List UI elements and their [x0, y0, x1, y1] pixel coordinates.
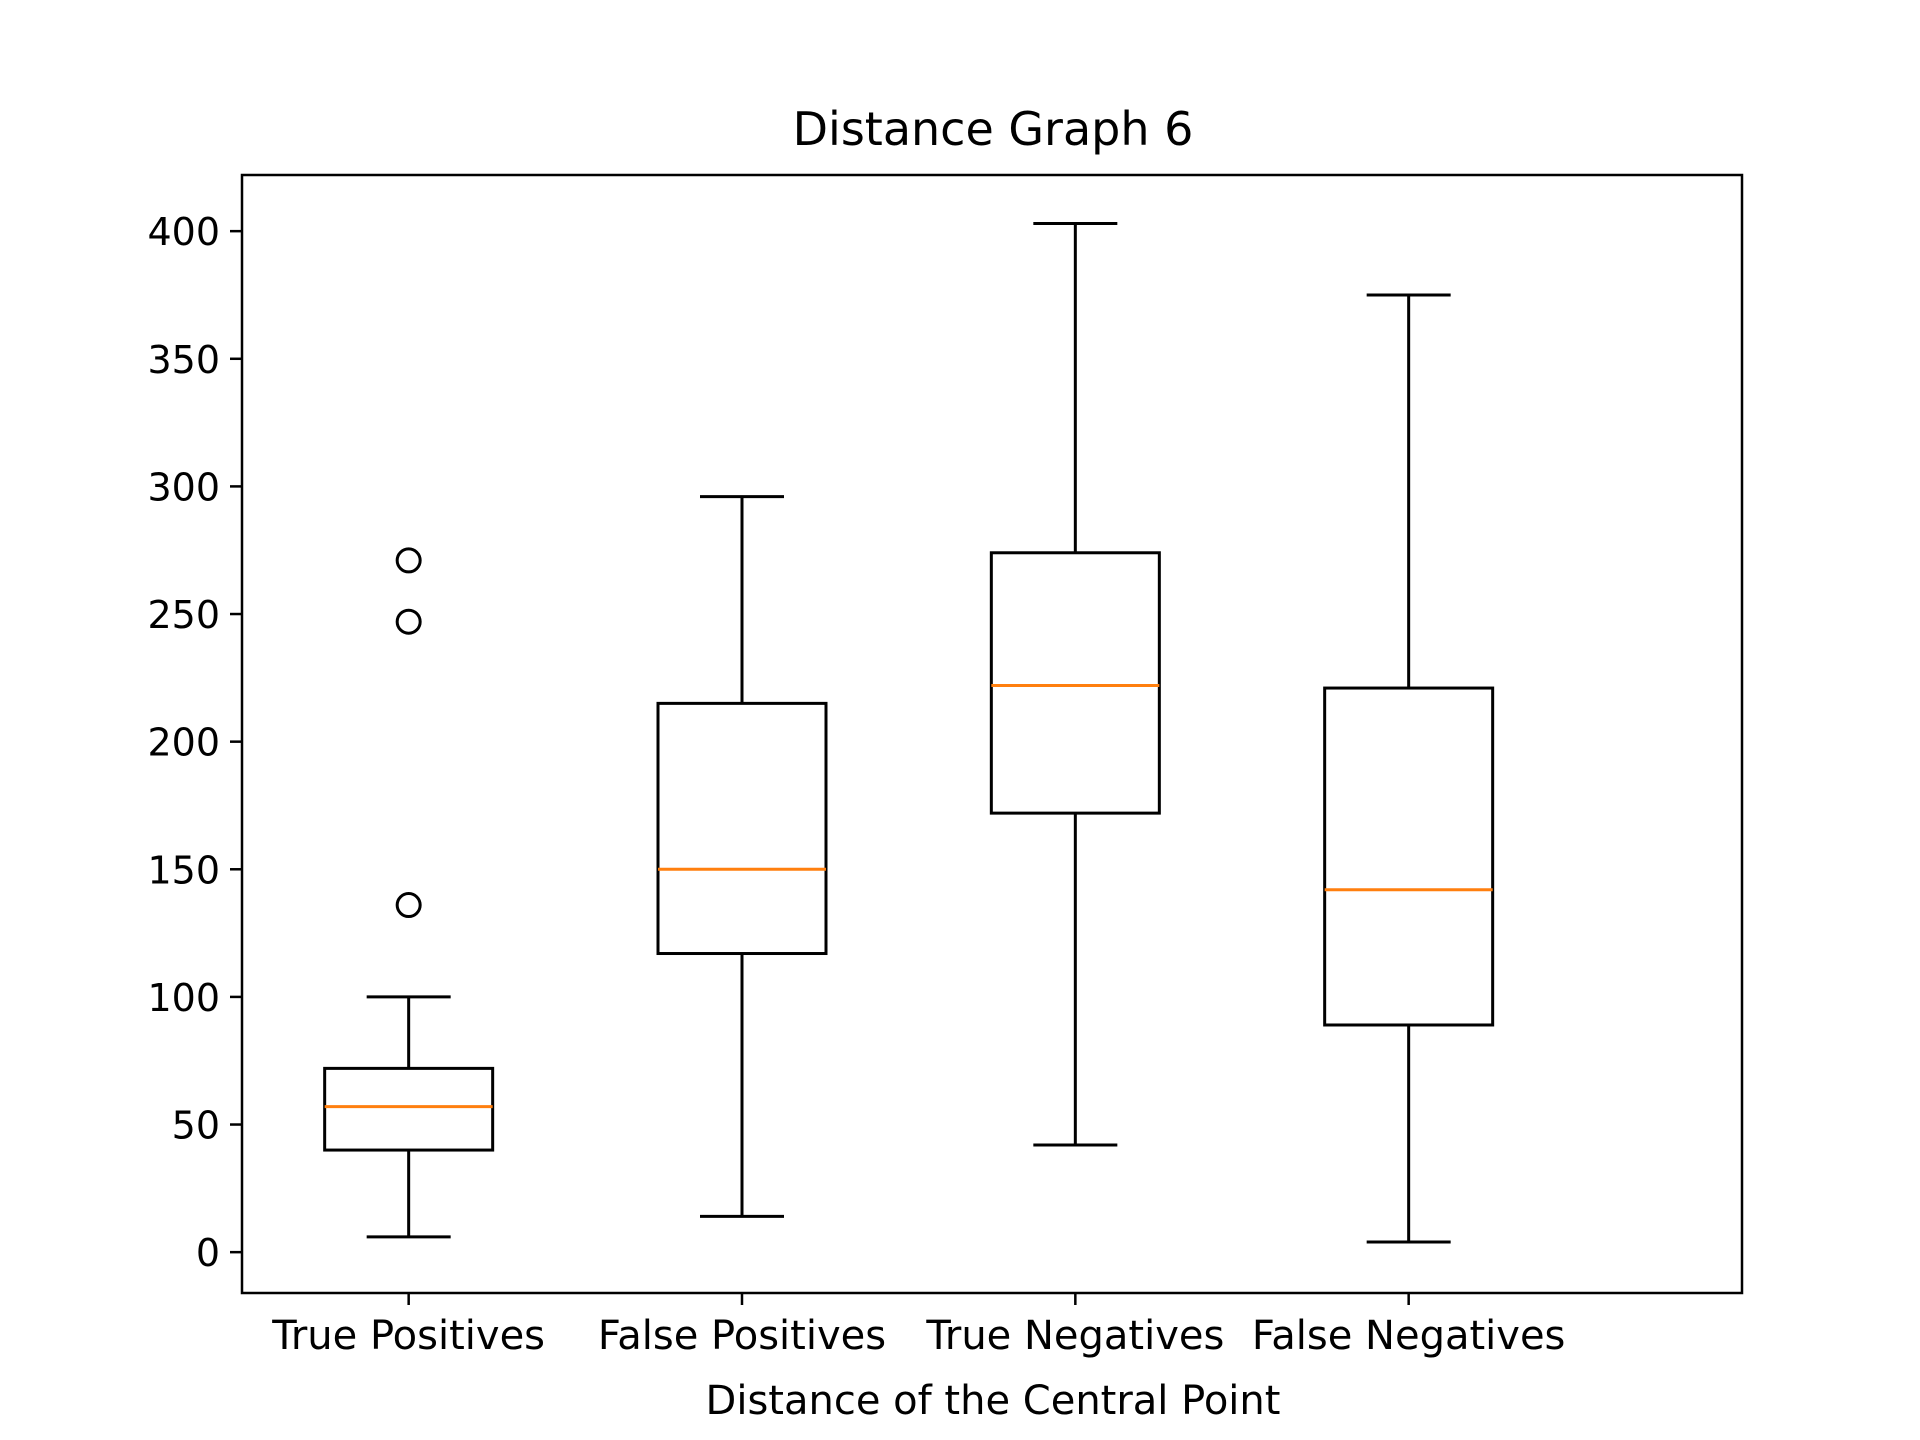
box-false-negatives — [1323, 293, 1495, 1244]
y-tick-label: 350 — [147, 338, 220, 382]
x-axis-label: Distance of the Central Point — [706, 1378, 1281, 1424]
box-true-negatives — [989, 221, 1161, 1147]
iqr-box — [323, 1066, 495, 1152]
outlier-point — [395, 608, 422, 635]
iqr-box — [989, 551, 1161, 815]
outlier-point — [395, 547, 422, 574]
axes-frame — [240, 173, 1744, 1295]
box-false-positives — [656, 495, 828, 1218]
y-tick-label: 150 — [147, 848, 220, 892]
box-true-positives — [323, 547, 495, 1239]
iqr-box — [656, 701, 828, 956]
outlier-point — [395, 892, 422, 919]
y-tick-label: 100 — [147, 976, 220, 1020]
x-tick-label: True Negatives — [925, 1313, 1224, 1359]
y-tick-label: 0 — [196, 1231, 220, 1275]
x-tick-label: False Positives — [598, 1313, 886, 1359]
y-tick-label: 300 — [147, 465, 220, 509]
y-tick-label: 400 — [147, 210, 220, 254]
y-tick-label: 250 — [147, 593, 220, 637]
iqr-box — [1323, 686, 1495, 1027]
y-tick-label: 50 — [172, 1104, 220, 1148]
x-tick-label: False Negatives — [1252, 1313, 1565, 1359]
chart-title: Distance Graph 6 — [793, 102, 1194, 156]
x-tick-label: True Positives — [271, 1313, 545, 1359]
plot-area: 0 50 100 150 200 250 300 350 400 True Positives Fa… — [147, 210, 1565, 1359]
y-tick-label: 200 — [147, 721, 220, 765]
